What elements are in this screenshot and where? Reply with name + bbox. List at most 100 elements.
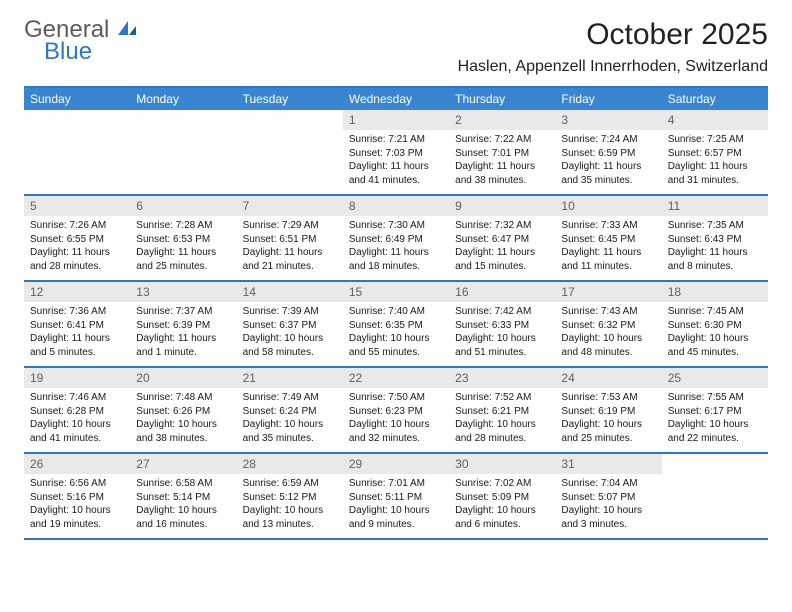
sunrise-line: Sunrise: 7:50 AM xyxy=(349,391,443,405)
day-cell-25: 25Sunrise: 7:55 AMSunset: 6:17 PMDayligh… xyxy=(662,368,768,452)
weekday-monday: Monday xyxy=(130,88,236,110)
day-cell-26: 26Sunrise: 6:56 AMSunset: 5:16 PMDayligh… xyxy=(24,454,130,538)
weekday-thursday: Thursday xyxy=(449,88,555,110)
day-cell-9: 9Sunrise: 7:32 AMSunset: 6:47 PMDaylight… xyxy=(449,196,555,280)
daylight-line: Daylight: 10 hours and 45 minutes. xyxy=(668,332,762,359)
daylight-line: Daylight: 10 hours and 13 minutes. xyxy=(243,504,337,531)
sunrise-line: Sunrise: 7:26 AM xyxy=(30,219,124,233)
day-body: Sunrise: 7:36 AMSunset: 6:41 PMDaylight:… xyxy=(24,302,130,363)
day-cell-30: 30Sunrise: 7:02 AMSunset: 5:09 PMDayligh… xyxy=(449,454,555,538)
sunrise-line: Sunrise: 7:32 AM xyxy=(455,219,549,233)
daylight-line: Daylight: 10 hours and 48 minutes. xyxy=(561,332,655,359)
sunset-line: Sunset: 6:26 PM xyxy=(136,405,230,419)
sunset-line: Sunset: 7:01 PM xyxy=(455,147,549,161)
day-body: Sunrise: 7:42 AMSunset: 6:33 PMDaylight:… xyxy=(449,302,555,363)
sunset-line: Sunset: 6:17 PM xyxy=(668,405,762,419)
empty-cell xyxy=(662,454,768,538)
sunrise-line: Sunrise: 7:45 AM xyxy=(668,305,762,319)
day-body: Sunrise: 7:45 AMSunset: 6:30 PMDaylight:… xyxy=(662,302,768,363)
empty-cell xyxy=(130,110,236,194)
sunset-line: Sunset: 5:11 PM xyxy=(349,491,443,505)
day-number: 1 xyxy=(343,110,449,130)
sunset-line: Sunset: 6:23 PM xyxy=(349,405,443,419)
day-number: 12 xyxy=(24,282,130,302)
sunrise-line: Sunrise: 7:33 AM xyxy=(561,219,655,233)
sunset-line: Sunset: 5:14 PM xyxy=(136,491,230,505)
sunset-line: Sunset: 6:41 PM xyxy=(30,319,124,333)
weekday-sunday: Sunday xyxy=(24,88,130,110)
day-cell-20: 20Sunrise: 7:48 AMSunset: 6:26 PMDayligh… xyxy=(130,368,236,452)
day-cell-28: 28Sunrise: 6:59 AMSunset: 5:12 PMDayligh… xyxy=(237,454,343,538)
day-body: Sunrise: 7:30 AMSunset: 6:49 PMDaylight:… xyxy=(343,216,449,277)
day-number: 16 xyxy=(449,282,555,302)
sunrise-line: Sunrise: 6:59 AM xyxy=(243,477,337,491)
day-body: Sunrise: 7:24 AMSunset: 6:59 PMDaylight:… xyxy=(555,130,661,191)
daylight-line: Daylight: 11 hours and 38 minutes. xyxy=(455,160,549,187)
day-cell-3: 3Sunrise: 7:24 AMSunset: 6:59 PMDaylight… xyxy=(555,110,661,194)
day-body: Sunrise: 7:01 AMSunset: 5:11 PMDaylight:… xyxy=(343,474,449,535)
daylight-line: Daylight: 11 hours and 11 minutes. xyxy=(561,246,655,273)
day-body: Sunrise: 7:48 AMSunset: 6:26 PMDaylight:… xyxy=(130,388,236,449)
day-body: Sunrise: 6:59 AMSunset: 5:12 PMDaylight:… xyxy=(237,474,343,535)
day-number: 17 xyxy=(555,282,661,302)
daylight-line: Daylight: 10 hours and 25 minutes. xyxy=(561,418,655,445)
sunrise-line: Sunrise: 7:04 AM xyxy=(561,477,655,491)
day-number: 22 xyxy=(343,368,449,388)
day-body: Sunrise: 7:52 AMSunset: 6:21 PMDaylight:… xyxy=(449,388,555,449)
day-number: 26 xyxy=(24,454,130,474)
day-cell-27: 27Sunrise: 6:58 AMSunset: 5:14 PMDayligh… xyxy=(130,454,236,538)
day-cell-13: 13Sunrise: 7:37 AMSunset: 6:39 PMDayligh… xyxy=(130,282,236,366)
sunset-line: Sunset: 6:33 PM xyxy=(455,319,549,333)
day-number: 18 xyxy=(662,282,768,302)
day-body: Sunrise: 7:25 AMSunset: 6:57 PMDaylight:… xyxy=(662,130,768,191)
sunrise-line: Sunrise: 7:48 AM xyxy=(136,391,230,405)
day-cell-31: 31Sunrise: 7:04 AMSunset: 5:07 PMDayligh… xyxy=(555,454,661,538)
day-number: 6 xyxy=(130,196,236,216)
sunrise-line: Sunrise: 7:37 AM xyxy=(136,305,230,319)
day-number: 15 xyxy=(343,282,449,302)
day-cell-11: 11Sunrise: 7:35 AMSunset: 6:43 PMDayligh… xyxy=(662,196,768,280)
day-number: 23 xyxy=(449,368,555,388)
daylight-line: Daylight: 11 hours and 8 minutes. xyxy=(668,246,762,273)
sunset-line: Sunset: 5:16 PM xyxy=(30,491,124,505)
day-body: Sunrise: 7:29 AMSunset: 6:51 PMDaylight:… xyxy=(237,216,343,277)
day-body: Sunrise: 6:58 AMSunset: 5:14 PMDaylight:… xyxy=(130,474,236,535)
weekday-header-row: SundayMondayTuesdayWednesdayThursdayFrid… xyxy=(24,88,768,110)
sunset-line: Sunset: 6:59 PM xyxy=(561,147,655,161)
weekday-wednesday: Wednesday xyxy=(343,88,449,110)
day-cell-24: 24Sunrise: 7:53 AMSunset: 6:19 PMDayligh… xyxy=(555,368,661,452)
day-cell-18: 18Sunrise: 7:45 AMSunset: 6:30 PMDayligh… xyxy=(662,282,768,366)
sunrise-line: Sunrise: 7:49 AM xyxy=(243,391,337,405)
day-cell-21: 21Sunrise: 7:49 AMSunset: 6:24 PMDayligh… xyxy=(237,368,343,452)
day-number: 8 xyxy=(343,196,449,216)
sunset-line: Sunset: 6:37 PM xyxy=(243,319,337,333)
daylight-line: Daylight: 11 hours and 21 minutes. xyxy=(243,246,337,273)
day-number: 19 xyxy=(24,368,130,388)
sunset-line: Sunset: 6:45 PM xyxy=(561,233,655,247)
logo-sail-icon xyxy=(116,24,138,41)
day-cell-7: 7Sunrise: 7:29 AMSunset: 6:51 PMDaylight… xyxy=(237,196,343,280)
sunset-line: Sunset: 6:53 PM xyxy=(136,233,230,247)
daylight-line: Daylight: 10 hours and 19 minutes. xyxy=(30,504,124,531)
week-row: 5Sunrise: 7:26 AMSunset: 6:55 PMDaylight… xyxy=(24,196,768,282)
day-number: 21 xyxy=(237,368,343,388)
daylight-line: Daylight: 10 hours and 51 minutes. xyxy=(455,332,549,359)
day-body: Sunrise: 7:43 AMSunset: 6:32 PMDaylight:… xyxy=(555,302,661,363)
sunset-line: Sunset: 6:39 PM xyxy=(136,319,230,333)
day-number: 5 xyxy=(24,196,130,216)
day-number: 25 xyxy=(662,368,768,388)
day-body: Sunrise: 7:49 AMSunset: 6:24 PMDaylight:… xyxy=(237,388,343,449)
day-cell-23: 23Sunrise: 7:52 AMSunset: 6:21 PMDayligh… xyxy=(449,368,555,452)
day-cell-19: 19Sunrise: 7:46 AMSunset: 6:28 PMDayligh… xyxy=(24,368,130,452)
day-cell-4: 4Sunrise: 7:25 AMSunset: 6:57 PMDaylight… xyxy=(662,110,768,194)
day-cell-2: 2Sunrise: 7:22 AMSunset: 7:01 PMDaylight… xyxy=(449,110,555,194)
day-cell-12: 12Sunrise: 7:36 AMSunset: 6:41 PMDayligh… xyxy=(24,282,130,366)
daylight-line: Daylight: 10 hours and 41 minutes. xyxy=(30,418,124,445)
sunrise-line: Sunrise: 7:02 AM xyxy=(455,477,549,491)
daylight-line: Daylight: 10 hours and 28 minutes. xyxy=(455,418,549,445)
day-body: Sunrise: 7:55 AMSunset: 6:17 PMDaylight:… xyxy=(662,388,768,449)
week-row: 26Sunrise: 6:56 AMSunset: 5:16 PMDayligh… xyxy=(24,454,768,540)
day-cell-17: 17Sunrise: 7:43 AMSunset: 6:32 PMDayligh… xyxy=(555,282,661,366)
empty-cell xyxy=(237,110,343,194)
weekday-saturday: Saturday xyxy=(662,88,768,110)
